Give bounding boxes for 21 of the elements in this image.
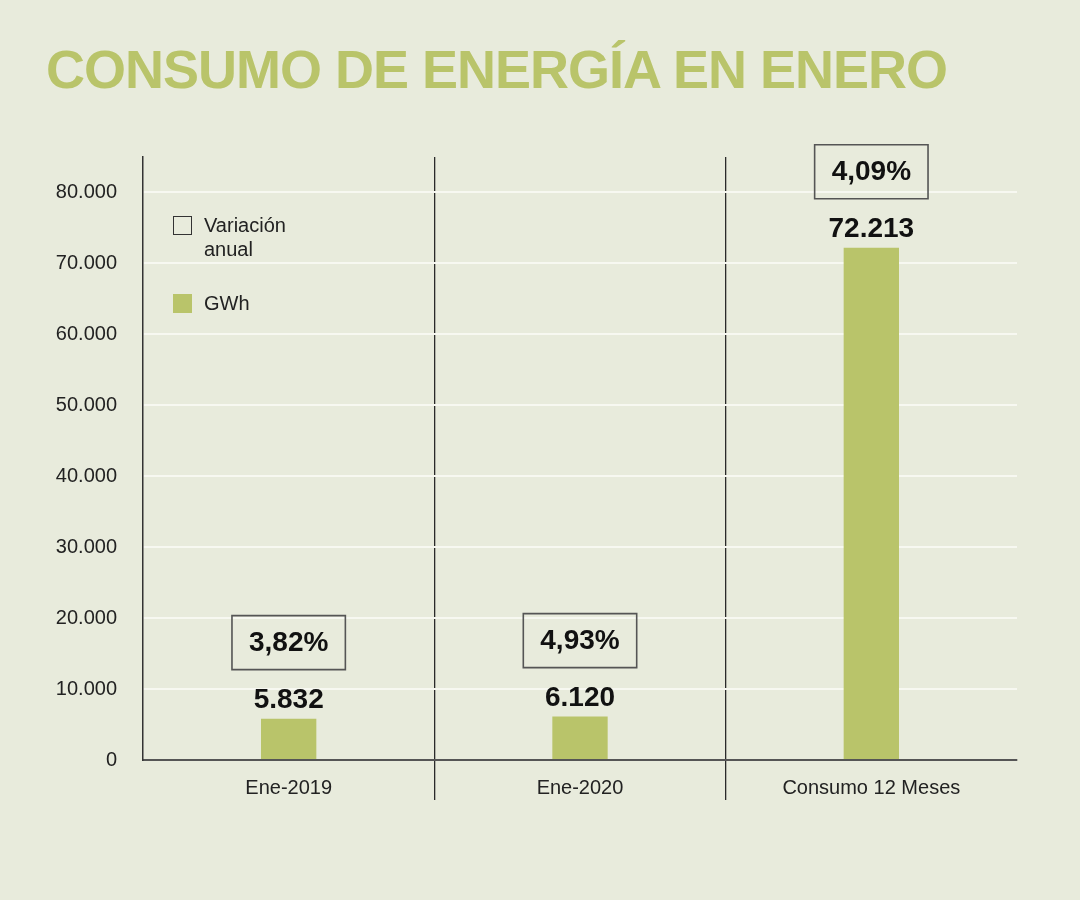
y-tick-label: 10.000 xyxy=(55,676,117,699)
x-tick-label: Consumo 12 Meses xyxy=(782,775,961,798)
data-label: 72.213 xyxy=(828,212,915,244)
legend-label: GWh xyxy=(204,291,251,315)
y-tick-label: 70.000 xyxy=(55,250,117,273)
y-tick-label: 80.000 xyxy=(55,179,117,202)
x-tick-label: Ene-2020 xyxy=(536,775,624,798)
annotation: 4,09% xyxy=(831,155,912,187)
data-label: 5.832 xyxy=(253,683,324,715)
data-label: 6.120 xyxy=(544,681,616,713)
annotation: 4,93% xyxy=(540,624,620,656)
x-tick-label: Ene-2019 xyxy=(245,775,333,798)
y-tick-label: 20.000 xyxy=(55,605,117,628)
y-tick-label: 40.000 xyxy=(55,463,117,486)
annotation: 3,82% xyxy=(248,626,329,658)
annotation: Variación anual xyxy=(204,213,287,261)
chart-title: CONSUMO DE ENERGÍA EN ENERO xyxy=(46,38,948,100)
y-tick-label: 60.000 xyxy=(55,321,117,344)
y-tick-label: 50.000 xyxy=(55,392,117,415)
y-tick-label: 0 xyxy=(105,747,117,770)
y-tick-label: 30.000 xyxy=(55,534,117,557)
